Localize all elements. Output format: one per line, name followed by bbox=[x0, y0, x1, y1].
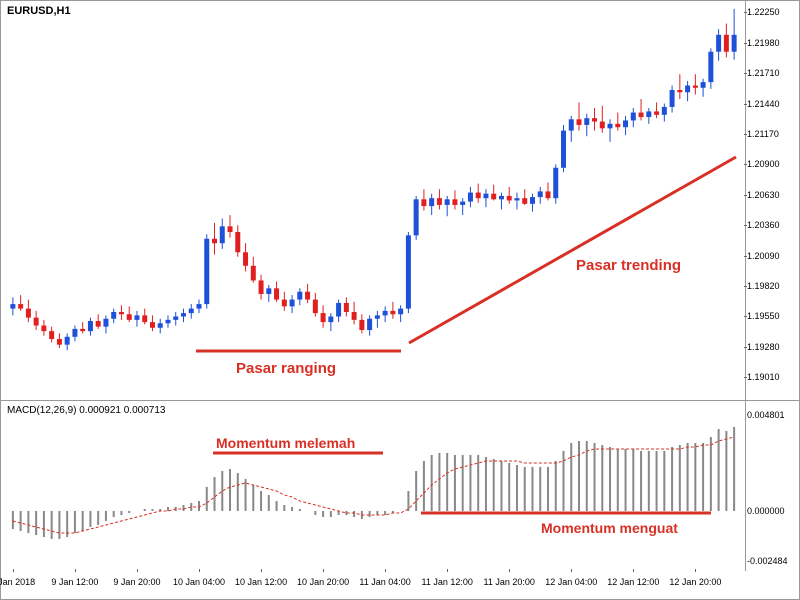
svg-text:Pasar ranging: Pasar ranging bbox=[236, 360, 336, 377]
macd-label: MACD(12,26,9) 0.000921 0.000713 bbox=[7, 405, 165, 416]
macd-svg: Momentum melemah Momentum menguat bbox=[1, 401, 746, 571]
macd-panel[interactable]: Momentum melemah Momentum menguat bbox=[1, 401, 746, 571]
price-svg: Pasar ranging Pasar trending bbox=[1, 1, 746, 401]
time-xaxis: 9 Jan 20189 Jan 12:009 Jan 20:0010 Jan 0… bbox=[1, 569, 746, 599]
chart-container: EURUSD,H1 Pasar rangingPasar trending 1.… bbox=[0, 0, 800, 600]
price-chart-panel[interactable]: EURUSD,H1 Pasar rangingPasar trending bbox=[1, 1, 746, 401]
svg-text:Momentum melemah: Momentum melemah bbox=[216, 435, 355, 451]
macd-yaxis: -0.0024840.0000000.004801 bbox=[744, 401, 799, 571]
svg-text:Momentum menguat: Momentum menguat bbox=[541, 520, 678, 536]
svg-text:Pasar trending: Pasar trending bbox=[576, 257, 681, 274]
price-yaxis: 1.190101.192801.195501.198201.200901.203… bbox=[744, 1, 799, 401]
